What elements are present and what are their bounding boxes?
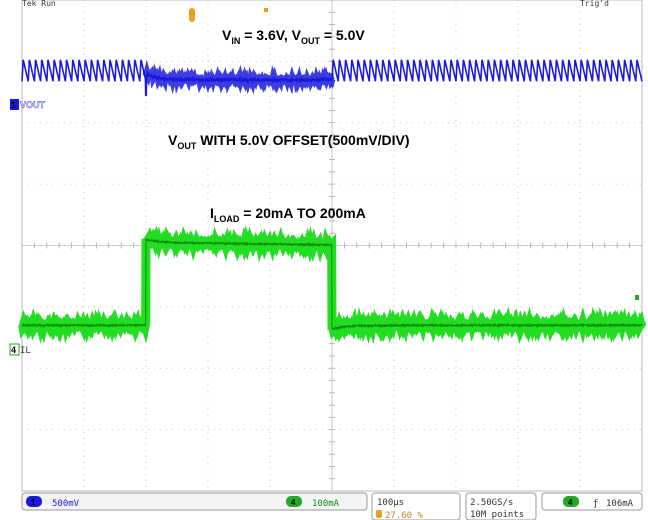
ch4-text: IL (20, 346, 31, 356)
ch1-marker: 1 VOUT (10, 99, 46, 110)
svg-text:27.60 %: 27.60 % (385, 511, 424, 520)
svg-text:4: 4 (11, 345, 16, 355)
trigger-readout[interactable]: 4 ƒ 106mA (542, 493, 642, 510)
svg-text:4: 4 (568, 498, 573, 507)
status-run: Tek Run (22, 0, 56, 8)
svg-text:10M points: 10M points (470, 510, 524, 520)
acquisition-readout[interactable]: 2.50GS/s 10M points (466, 493, 536, 520)
svg-text:ƒ: ƒ (593, 499, 598, 509)
svg-text:1: 1 (11, 100, 16, 110)
svg-text:2.50GS/s: 2.50GS/s (470, 498, 513, 508)
trigger-level-marker (635, 295, 639, 300)
svg-text:100µs: 100µs (377, 498, 404, 508)
status-trigd: Trig'd (580, 0, 609, 8)
vout-thick-band (146, 73, 332, 81)
svg-text:106mA: 106mA (606, 499, 634, 509)
ch1-text: VOUT (20, 100, 46, 110)
svg-text:500mV: 500mV (52, 499, 80, 509)
ch4-marker: 4 IL (10, 344, 31, 356)
svg-text:100mA: 100mA (312, 499, 340, 509)
svg-text:4: 4 (291, 498, 296, 507)
svg-text:1: 1 (31, 498, 36, 507)
timebase-readout[interactable]: 100µs 27.60 % (372, 493, 460, 520)
